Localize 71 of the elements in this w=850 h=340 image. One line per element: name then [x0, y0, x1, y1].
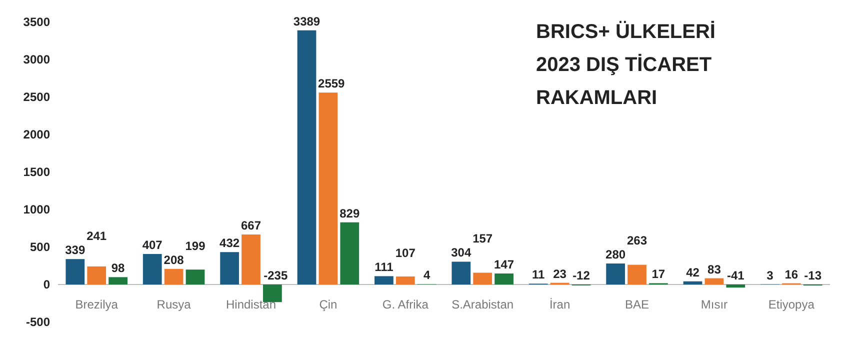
- data-label: 3389: [293, 14, 320, 28]
- bar: [340, 222, 360, 284]
- data-label: 107: [395, 246, 416, 260]
- data-label: 2559: [318, 76, 346, 91]
- data-label: 147: [494, 257, 514, 272]
- bar: [628, 264, 646, 284]
- data-label: 199: [185, 238, 206, 253]
- bar: [186, 270, 205, 284]
- data-label: 83: [708, 262, 722, 276]
- y-tick-label: 1500: [23, 165, 50, 180]
- x-tick-label: S.Arabistan: [452, 298, 514, 312]
- x-tick-label: Çin: [319, 298, 338, 312]
- bar: [452, 262, 471, 284]
- y-tick-label: -500: [26, 315, 50, 330]
- data-label: 407: [142, 238, 163, 252]
- bar: [242, 234, 260, 284]
- x-tick-label: G. Afrika: [382, 298, 429, 312]
- data-label: -235: [264, 268, 288, 282]
- data-label: 157: [472, 232, 493, 246]
- bar: [220, 252, 239, 284]
- bar: [374, 276, 394, 284]
- bar: [318, 92, 338, 284]
- data-label: 208: [164, 252, 184, 267]
- data-label: 304: [451, 246, 472, 260]
- data-label: 339: [65, 243, 86, 258]
- bar: [108, 277, 128, 284]
- bar: [66, 259, 85, 284]
- data-label: 432: [220, 236, 240, 250]
- data-label: 111: [374, 260, 394, 274]
- data-label: -12: [572, 268, 590, 282]
- data-label: 667: [240, 218, 262, 232]
- x-tick-label: Etiyopya: [768, 298, 815, 312]
- data-label: 4: [424, 268, 430, 282]
- data-label: 17: [652, 267, 666, 282]
- data-label: 280: [606, 248, 626, 262]
- data-label: -41: [726, 268, 745, 282]
- y-tick-label: 0: [43, 278, 50, 292]
- data-label: 829: [340, 206, 360, 220]
- bar: [297, 30, 316, 284]
- data-label: 3: [766, 268, 774, 282]
- x-tick-label: Hindistan: [226, 298, 276, 312]
- data-label: 11: [532, 268, 546, 282]
- y-tick-label: 2500: [23, 90, 50, 104]
- bar: [164, 268, 184, 284]
- y-tick-label: 2000: [23, 128, 50, 142]
- x-tick-label: Rusya: [156, 298, 192, 312]
- y-tick-label: 3000: [23, 52, 50, 67]
- bar: [473, 272, 492, 284]
- bar: [726, 284, 746, 288]
- bar: [704, 278, 724, 284]
- data-label: -13: [804, 268, 822, 282]
- bar: [683, 281, 702, 284]
- y-tick-label: 1000: [23, 202, 50, 217]
- bar: [606, 264, 625, 284]
- text: BRICS+ ÜLKELERİ 2023 DIŞ TİCARET RAKAMLARI: [536, 20, 716, 109]
- bar: [494, 273, 514, 284]
- bar: [87, 266, 106, 284]
- bar: [142, 254, 162, 284]
- data-label: 98: [111, 261, 126, 276]
- data-label: 42: [686, 265, 700, 280]
- x-tick-label: BAE: [624, 298, 650, 312]
- x-tick-label: Brezilya: [75, 298, 118, 312]
- x-tick-label: Mısır: [700, 298, 728, 312]
- data-label: 16: [784, 267, 798, 282]
- y-tick-label: 3500: [23, 15, 50, 30]
- x-tick-label: İran: [549, 298, 570, 312]
- y-tick-label: 500: [30, 240, 50, 254]
- data-label: 241: [86, 229, 107, 244]
- data-label: 23: [553, 266, 567, 281]
- data-label: 263: [626, 234, 648, 248]
- bar: [396, 276, 415, 284]
